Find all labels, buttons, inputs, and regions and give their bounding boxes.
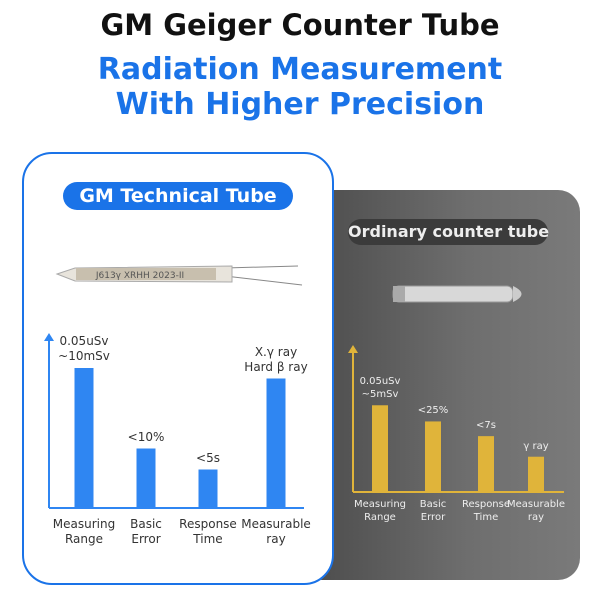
technical-tube-chart (44, 333, 304, 509)
category-label: Basic Error (419, 499, 447, 523)
category-label: Measuring Range (52, 517, 116, 546)
technical-tube-card (22, 152, 334, 585)
bar (478, 436, 494, 492)
subtitle-line-2: With Higher Precision (115, 87, 485, 122)
bar (198, 469, 218, 508)
bar-data-label: <7s (476, 420, 496, 432)
subtitle-line-1: Radiation Measurement (97, 52, 503, 87)
category-label: Measurable ray (507, 499, 565, 523)
bar (136, 448, 156, 508)
ordinary-tube-chart (348, 345, 564, 493)
y-axis-arrow-icon (44, 333, 54, 341)
category-label: Response Time (179, 517, 237, 546)
bar-data-label: X.γ ray Hard β ray (244, 344, 308, 374)
category-label: Basic Error (130, 517, 162, 546)
ordinary-tube-card (300, 190, 580, 580)
bar-data-label: 0.05uSv ~5mSv (359, 376, 401, 401)
page-subtitle: Radiation Measurement With Higher Precisi… (0, 52, 600, 122)
category-label: Response Time (461, 499, 511, 523)
bar-data-label: <25% (417, 405, 449, 417)
bar-data-label: <5s (196, 450, 220, 465)
bar (266, 378, 286, 508)
technical-tube-badge: GM Technical Tube (63, 182, 293, 210)
tube-marking: J613γ XRHH 2023-II (95, 271, 184, 281)
ordinary-tube-badge: Ordinary counter tube (348, 219, 549, 245)
bar (372, 405, 388, 492)
category-label: Measuring Range (353, 499, 407, 523)
bar (528, 456, 544, 492)
category-label: Measurable ray (241, 517, 311, 546)
bar (74, 368, 94, 508)
bar-data-label: γ ray (523, 440, 549, 452)
page-title: GM Geiger Counter Tube (100, 8, 500, 42)
bar (425, 421, 441, 492)
ordinary-tube-image (392, 285, 522, 303)
bar-data-label: 0.05uSv ~10mSv (58, 334, 110, 363)
technical-tube-image: J613γ XRHH 2023-II (55, 265, 303, 286)
bar-data-label: <10% (127, 429, 165, 444)
y-axis-arrow-icon (348, 345, 358, 353)
